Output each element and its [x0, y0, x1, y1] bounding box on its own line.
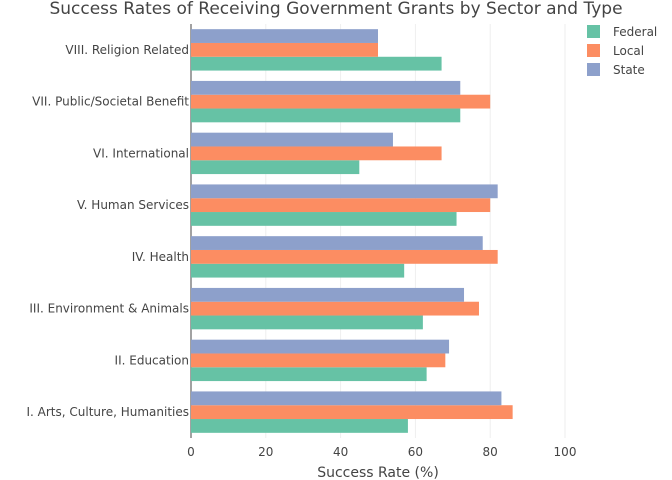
y-axis: I. Arts, Culture, Humanities II. Educatio…	[27, 43, 190, 419]
bar-local	[191, 301, 479, 316]
legend[interactable]: Federal Local State	[587, 25, 657, 77]
legend-swatch	[587, 25, 600, 38]
bar-local	[191, 94, 491, 109]
bar-federal	[191, 419, 408, 433]
y-tick-label: VI. International	[93, 146, 189, 160]
bar-local	[191, 249, 498, 264]
bar-state	[191, 287, 465, 302]
bar-state	[191, 132, 393, 147]
bar-state	[191, 391, 502, 406]
x-axis: 0 20 40 60 80 100	[187, 445, 576, 459]
y-tick-label: V. Human Services	[77, 198, 189, 212]
bar-local	[191, 198, 491, 213]
legend-item-state[interactable]: State	[587, 63, 645, 77]
legend-label: State	[613, 63, 645, 77]
bar-local	[191, 405, 513, 420]
bar-federal	[191, 212, 457, 226]
x-tick-label: 40	[333, 445, 348, 459]
y-tick-label: IV. Health	[132, 250, 189, 264]
bar-federal	[191, 263, 405, 278]
bars-layer	[191, 29, 513, 433]
bar-federal	[191, 315, 423, 330]
bar-federal	[191, 367, 427, 382]
bar-state	[191, 80, 461, 95]
bar-state	[191, 236, 483, 250]
bar-federal	[191, 108, 461, 123]
legend-label: Local	[613, 44, 644, 58]
y-tick-label: III. Environment & Animals	[29, 302, 189, 316]
x-tick-label: 0	[187, 445, 195, 459]
legend-swatch	[587, 63, 600, 76]
x-tick-label: 100	[554, 445, 577, 459]
bar-federal	[191, 56, 442, 71]
y-tick-label: II. Education	[115, 353, 189, 367]
chart-title: Success Rates of Receiving Government Gr…	[49, 0, 622, 19]
bar-state	[191, 339, 450, 354]
bar-federal	[191, 160, 360, 175]
bar-state	[191, 29, 378, 43]
x-tick-label: 20	[258, 445, 273, 459]
legend-label: Federal	[613, 25, 657, 39]
bar-local	[191, 146, 442, 161]
y-tick-label: VIII. Religion Related	[65, 43, 189, 57]
bar-local	[191, 42, 378, 57]
bar-local	[191, 353, 446, 368]
x-axis-title: Success Rate (%)	[317, 465, 439, 480]
y-tick-label: I. Arts, Culture, Humanities	[27, 405, 190, 419]
y-tick-label: VII. Public/Societal Benefit	[32, 95, 189, 109]
bar-state	[191, 184, 498, 199]
x-tick-label: 60	[408, 445, 423, 459]
x-tick-label: 80	[483, 445, 498, 459]
legend-item-federal[interactable]: Federal	[587, 25, 657, 39]
legend-item-local[interactable]: Local	[587, 44, 644, 58]
legend-swatch	[587, 44, 600, 57]
